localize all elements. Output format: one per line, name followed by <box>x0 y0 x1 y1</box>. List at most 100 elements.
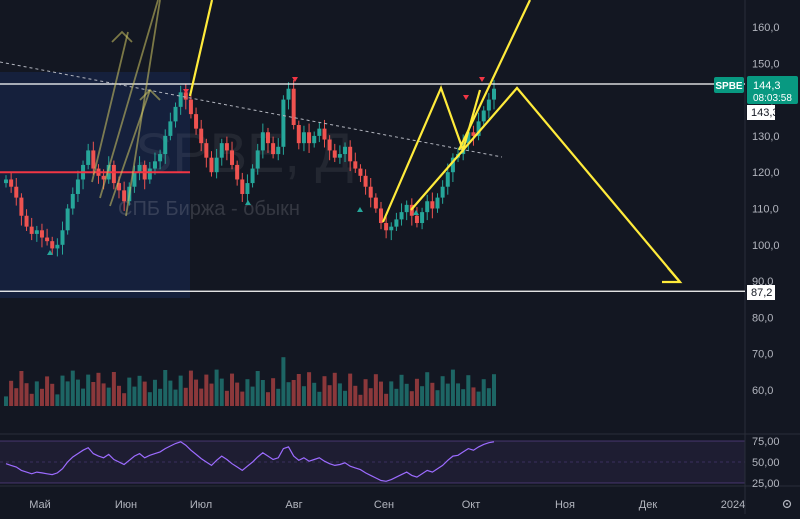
candle[interactable] <box>250 168 255 184</box>
candle[interactable] <box>271 143 276 155</box>
settings-icon[interactable] <box>782 499 792 509</box>
candle[interactable] <box>399 212 404 220</box>
yellow-zigzag[interactable] <box>381 84 482 223</box>
candle[interactable] <box>425 201 430 213</box>
candle[interactable] <box>245 183 250 194</box>
candle[interactable] <box>75 179 80 194</box>
candle[interactable] <box>450 157 455 173</box>
candle[interactable] <box>158 154 163 162</box>
faint-trend-line[interactable] <box>125 0 161 217</box>
candle[interactable] <box>19 197 24 216</box>
candle[interactable] <box>178 92 183 107</box>
candle[interactable] <box>45 237 50 242</box>
candle[interactable] <box>430 201 435 209</box>
candle[interactable] <box>152 161 157 169</box>
candle[interactable] <box>276 146 281 155</box>
candle[interactable] <box>132 172 137 187</box>
faint-trend-line[interactable] <box>91 31 129 183</box>
candle[interactable] <box>353 161 358 169</box>
candle[interactable] <box>163 135 168 155</box>
candle[interactable] <box>230 150 235 165</box>
candle[interactable] <box>260 132 265 151</box>
candle[interactable] <box>358 168 363 176</box>
candle[interactable] <box>281 99 286 147</box>
candle[interactable] <box>286 88 291 100</box>
candle[interactable] <box>101 175 106 180</box>
candle[interactable] <box>111 164 116 184</box>
candle[interactable] <box>194 114 199 129</box>
candle[interactable] <box>199 128 204 144</box>
candle[interactable] <box>492 88 496 100</box>
candle[interactable] <box>471 132 476 136</box>
candle[interactable] <box>235 164 240 180</box>
candle[interactable] <box>29 226 34 234</box>
candle[interactable] <box>384 223 389 231</box>
candle[interactable] <box>240 179 245 194</box>
candle[interactable] <box>224 143 229 151</box>
candle[interactable] <box>291 88 296 126</box>
candle[interactable] <box>55 244 60 249</box>
candle[interactable] <box>122 190 127 202</box>
yellow-up-line[interactable] <box>458 0 531 151</box>
candle[interactable] <box>255 150 260 169</box>
candle[interactable] <box>307 132 312 144</box>
rsi-line[interactable] <box>5 441 495 482</box>
candle[interactable] <box>420 212 425 224</box>
faint-trend-line[interactable] <box>99 0 159 199</box>
candle[interactable] <box>327 139 332 151</box>
candle[interactable] <box>147 168 152 180</box>
candle[interactable] <box>24 215 29 227</box>
candle[interactable] <box>219 143 224 158</box>
candle[interactable] <box>14 186 19 198</box>
candle[interactable] <box>445 172 450 187</box>
candle[interactable] <box>301 132 306 144</box>
yellow-steep-line[interactable] <box>188 0 214 97</box>
candle[interactable] <box>414 215 419 224</box>
candle[interactable] <box>204 143 209 158</box>
candle[interactable] <box>4 179 8 184</box>
candle[interactable] <box>337 154 342 158</box>
candle[interactable] <box>188 99 193 115</box>
candle[interactable] <box>39 230 44 238</box>
candle[interactable] <box>486 99 491 111</box>
candle[interactable] <box>296 125 301 144</box>
candle[interactable] <box>317 128 322 136</box>
candle[interactable] <box>60 230 65 245</box>
candle[interactable] <box>481 110 486 122</box>
candle[interactable] <box>117 183 122 191</box>
candle[interactable] <box>440 186 445 198</box>
trend-line[interactable] <box>0 61 503 158</box>
candle[interactable] <box>466 132 471 144</box>
candle[interactable] <box>394 219 399 227</box>
candle[interactable] <box>476 121 481 136</box>
candle[interactable] <box>137 164 142 173</box>
candle[interactable] <box>70 193 75 209</box>
candle[interactable] <box>332 150 337 158</box>
candle[interactable] <box>168 121 173 136</box>
yellow-projection[interactable] <box>410 86 681 283</box>
candle[interactable] <box>363 175 368 187</box>
candle[interactable] <box>183 92 188 100</box>
candle[interactable] <box>65 208 70 231</box>
candle[interactable] <box>209 157 214 173</box>
candle[interactable] <box>173 106 178 122</box>
candle[interactable] <box>34 230 39 234</box>
candle[interactable] <box>50 241 55 249</box>
candle[interactable] <box>312 135 317 144</box>
candle[interactable] <box>265 132 270 144</box>
candle[interactable] <box>389 226 394 231</box>
candle[interactable] <box>348 146 353 162</box>
candle[interactable] <box>378 208 383 224</box>
candle[interactable] <box>214 157 219 173</box>
candle[interactable] <box>404 204 409 213</box>
candle[interactable] <box>91 150 96 169</box>
candle[interactable] <box>322 128 327 140</box>
candle[interactable] <box>373 197 378 209</box>
candle[interactable] <box>9 179 14 187</box>
candle[interactable] <box>368 186 373 198</box>
candle[interactable] <box>343 146 348 155</box>
candle[interactable] <box>86 150 91 165</box>
candle[interactable] <box>435 197 440 209</box>
